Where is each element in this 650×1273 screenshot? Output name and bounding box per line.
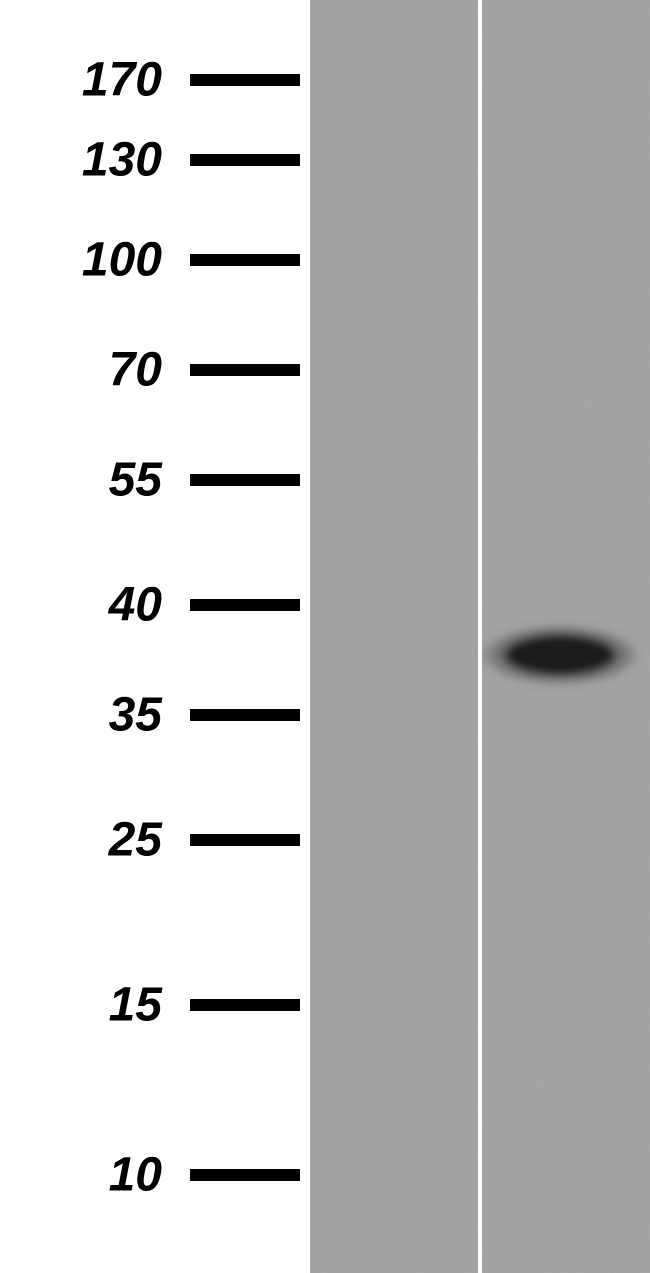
lane-divider [478, 0, 482, 1273]
ladder-label: 15 [109, 978, 162, 1033]
ladder-tick [190, 599, 300, 611]
ladder-label: 25 [109, 813, 162, 868]
ladder-tick [190, 364, 300, 376]
ladder-label: 35 [109, 688, 162, 743]
ladder-label: 130 [82, 133, 162, 188]
ladder-label: 70 [109, 343, 162, 398]
ladder-label: 170 [82, 53, 162, 108]
ladder-tick [190, 254, 300, 266]
ladder-label: 100 [82, 233, 162, 288]
blot-membrane [310, 0, 650, 1273]
ladder-tick [190, 154, 300, 166]
blot-band [481, 625, 639, 685]
ladder-tick [190, 999, 300, 1011]
ladder-tick [190, 834, 300, 846]
ladder-label: 10 [109, 1148, 162, 1203]
ladder-tick [190, 709, 300, 721]
ladder-label: 55 [109, 453, 162, 508]
ladder-panel: 170 130 100 70 55 40 35 25 15 10 [0, 0, 310, 1273]
ladder-tick [190, 474, 300, 486]
ladder-label: 40 [109, 578, 162, 633]
ladder-tick [190, 1169, 300, 1181]
ladder-tick [190, 74, 300, 86]
